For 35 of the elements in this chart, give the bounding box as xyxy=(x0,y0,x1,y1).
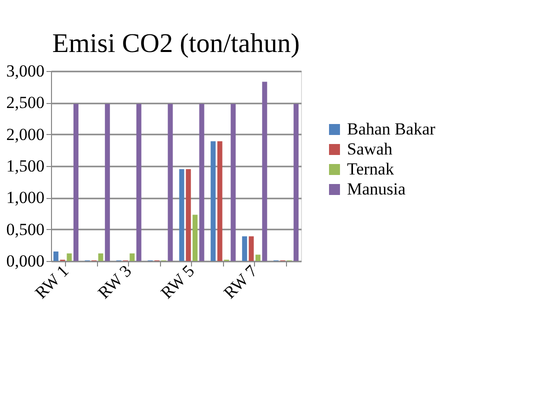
bar xyxy=(179,169,184,261)
y-tick-label: 1,500 xyxy=(6,156,44,176)
bar xyxy=(262,82,268,261)
bar xyxy=(136,104,142,261)
bar xyxy=(210,141,216,261)
y-tick-label: 2,500 xyxy=(6,93,44,112)
legend-label: Manusia xyxy=(347,180,406,198)
legend-label: Bahan Bakar xyxy=(347,120,436,138)
x-tick-label: RW 3 xyxy=(94,261,136,302)
x-tick-label: RW 5 xyxy=(157,261,198,302)
bar xyxy=(186,169,191,261)
bar xyxy=(192,214,198,261)
y-tick-label: 0,500 xyxy=(6,220,44,239)
y-tick-label: 2,000 xyxy=(6,124,44,144)
bar xyxy=(168,104,173,261)
bar xyxy=(230,104,236,261)
bar xyxy=(248,236,254,261)
bar xyxy=(104,104,110,261)
bar xyxy=(130,253,135,261)
bar xyxy=(66,253,72,261)
bar xyxy=(53,252,58,261)
bar xyxy=(255,254,260,261)
y-tick-label: 3,000 xyxy=(6,62,44,80)
bar xyxy=(217,141,222,261)
bar xyxy=(73,104,78,261)
legend-label: Sawah xyxy=(347,140,393,158)
bar xyxy=(98,253,104,261)
x-tick-label: RW 7 xyxy=(220,261,262,302)
y-tick-label: 1,000 xyxy=(6,188,44,208)
chart-title: Emisi CO2 (ton/tahun) xyxy=(52,28,300,58)
y-tick-label: 0,000 xyxy=(6,252,44,270)
legend-label: Ternak xyxy=(347,160,394,178)
bar xyxy=(199,104,204,261)
bar xyxy=(294,104,299,261)
bar xyxy=(242,236,248,261)
